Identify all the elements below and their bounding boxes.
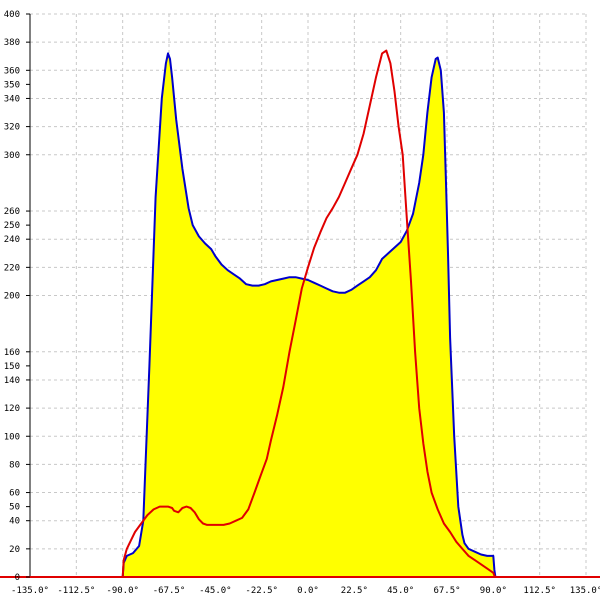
y-tick-label: 380 [4, 38, 20, 48]
x-tick-label: 22.5° [341, 586, 368, 596]
y-tick-label: 140 [4, 376, 20, 386]
y-tick-label: 340 [4, 94, 20, 104]
x-tick-label: 135.0° [570, 586, 600, 596]
y-tick-label: 120 [4, 404, 20, 414]
y-tick-label: 320 [4, 123, 20, 133]
y-tick-label: 160 [4, 348, 20, 358]
y-tick-label: 360 [4, 66, 20, 76]
y-tick-label: 40 [9, 517, 20, 527]
x-tick-label: -112.5° [57, 586, 95, 596]
x-tick-label: 90.0° [480, 586, 507, 596]
y-tick-label: 80 [9, 460, 20, 470]
y-tick-label: 240 [4, 235, 20, 245]
x-tick-label: 67.5° [433, 586, 460, 596]
y-tick-label: 250 [4, 221, 20, 231]
x-tick-label: 0.0° [297, 586, 319, 596]
y-tick-label: 200 [4, 292, 20, 302]
series-1-line [30, 49, 586, 578]
y-tick-label: 220 [4, 263, 20, 273]
series-0-area [30, 53, 586, 577]
y-tick-label: 300 [4, 151, 20, 161]
x-tick-label: -67.5° [153, 586, 186, 596]
y-tick-label: 150 [4, 362, 20, 372]
y-tick-label: 400 [4, 10, 20, 20]
y-tick-label: 20 [9, 545, 20, 555]
y-tick-label: 260 [4, 207, 20, 217]
series-layer [30, 49, 586, 578]
y-tick-label: 100 [4, 432, 20, 442]
y-tick-label: 60 [9, 489, 20, 499]
x-tick-label: 45.0° [387, 586, 414, 596]
x-tick-label: -22.5° [245, 586, 278, 596]
y-tick-label: 50 [9, 503, 20, 513]
tick-labels: 0 20 40 50 60 80 100 120 140 150 160 200 220 240 250 26… [4, 10, 600, 596]
series-0-line [30, 52, 586, 578]
x-tick-label: -135.0° [11, 586, 49, 596]
x-tick-label: -45.0° [199, 586, 232, 596]
x-tick-label: -90.0° [106, 586, 139, 596]
x-tick-label: 112.5° [523, 586, 556, 596]
y-tick-label: 350 [4, 80, 20, 90]
y-tick-label: 0 [15, 573, 20, 583]
